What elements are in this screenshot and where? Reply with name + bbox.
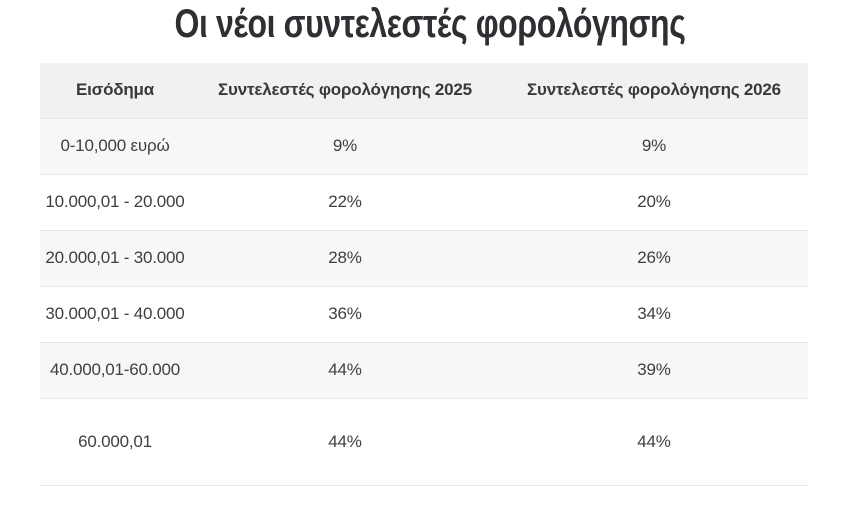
tax-rates-table: Εισόδημα Συντελεστές φορολόγησης 2025 Συντ… [40, 63, 808, 486]
rate-2026-cell: 44% [500, 398, 808, 486]
page-title: Οι νέοι συντελεστές φορολόγησης [174, 2, 686, 46]
table-row: 0-10,000 ευρώ 9% 9% [40, 118, 808, 175]
rate-2026-cell: 34% [500, 286, 808, 343]
rate-2026-cell: 26% [500, 230, 808, 287]
rate-2026-cell: 39% [500, 342, 808, 399]
income-range-cell: 0-10,000 ευρώ [40, 118, 190, 175]
rate-2025-cell: 44% [190, 398, 500, 486]
income-range-cell: 40.000,01-60.000 [40, 342, 190, 399]
table-row: 40.000,01-60.000 44% 39% [40, 342, 808, 399]
table-row: 10.000,01 - 20.000 22% 20% [40, 174, 808, 231]
table-row: 30.000,01 - 40.000 36% 34% [40, 286, 808, 343]
rate-2025-column-header: Συντελεστές φορολόγησης 2025 [190, 63, 500, 119]
income-range-cell: 20.000,01 - 30.000 [40, 230, 190, 287]
rate-2025-cell: 44% [190, 342, 500, 399]
rate-2025-cell: 9% [190, 118, 500, 175]
income-range-cell: 10.000,01 - 20.000 [40, 174, 190, 231]
rate-2025-cell: 22% [190, 174, 500, 231]
income-range-cell: 60.000,01 [40, 398, 190, 486]
rate-2026-column-header: Συντελεστές φορολόγησης 2026 [500, 63, 808, 119]
rate-2026-cell: 9% [500, 118, 808, 175]
table-row: 60.000,01 44% 44% [40, 398, 808, 486]
income-column-header: Εισόδημα [40, 63, 190, 119]
header-row: Εισόδημα Συντελεστές φορολόγησης 2025 Συντ… [40, 63, 808, 119]
table-row: 20.000,01 - 30.000 28% 26% [40, 230, 808, 287]
rate-2026-cell: 20% [500, 174, 808, 231]
income-range-cell: 30.000,01 - 40.000 [40, 286, 190, 343]
rate-2025-cell: 36% [190, 286, 500, 343]
table-body: 0-10,000 ευρώ 9% 9% 10.000,01 - 20.000 22% 20… [40, 118, 808, 486]
rate-2025-cell: 28% [190, 230, 500, 287]
